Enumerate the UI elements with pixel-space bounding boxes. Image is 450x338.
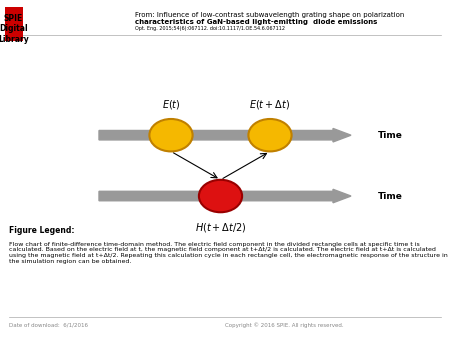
Text: Opt. Eng. 2015;54(6):067112. doi:10.1117/1.OE.54.6.067112: Opt. Eng. 2015;54(6):067112. doi:10.1117… [135, 26, 285, 31]
Text: From: Influence of low-contrast subwavelength grating shape on polarization: From: Influence of low-contrast subwavel… [135, 12, 405, 18]
Text: $\mathit{E}(t)$: $\mathit{E}(t)$ [162, 98, 180, 111]
Text: $\mathit{E}(t+\Delta t)$: $\mathit{E}(t+\Delta t)$ [249, 98, 291, 111]
Text: SPIE
Digital
Library: SPIE Digital Library [0, 14, 29, 44]
Text: Copyright © 2016 SPIE. All rights reserved.: Copyright © 2016 SPIE. All rights reserv… [225, 322, 344, 328]
Circle shape [149, 119, 193, 151]
FancyArrow shape [99, 128, 351, 142]
Text: characteristics of GaN-based light-emitting  diode emissions: characteristics of GaN-based light-emitt… [135, 19, 378, 25]
Text: Time: Time [378, 131, 403, 140]
FancyArrow shape [99, 189, 351, 203]
Circle shape [199, 180, 242, 212]
Circle shape [248, 119, 292, 151]
Text: Time: Time [378, 192, 403, 200]
Text: $\mathit{H}(t+\Delta t/2)$: $\mathit{H}(t+\Delta t/2)$ [195, 221, 246, 234]
Text: Figure Legend:: Figure Legend: [9, 226, 75, 236]
Text: Date of download:  6/1/2016: Date of download: 6/1/2016 [9, 323, 88, 328]
FancyBboxPatch shape [4, 7, 22, 41]
Text: Flow chart of finite-difference time-domain method. The electric field component: Flow chart of finite-difference time-dom… [9, 242, 448, 264]
